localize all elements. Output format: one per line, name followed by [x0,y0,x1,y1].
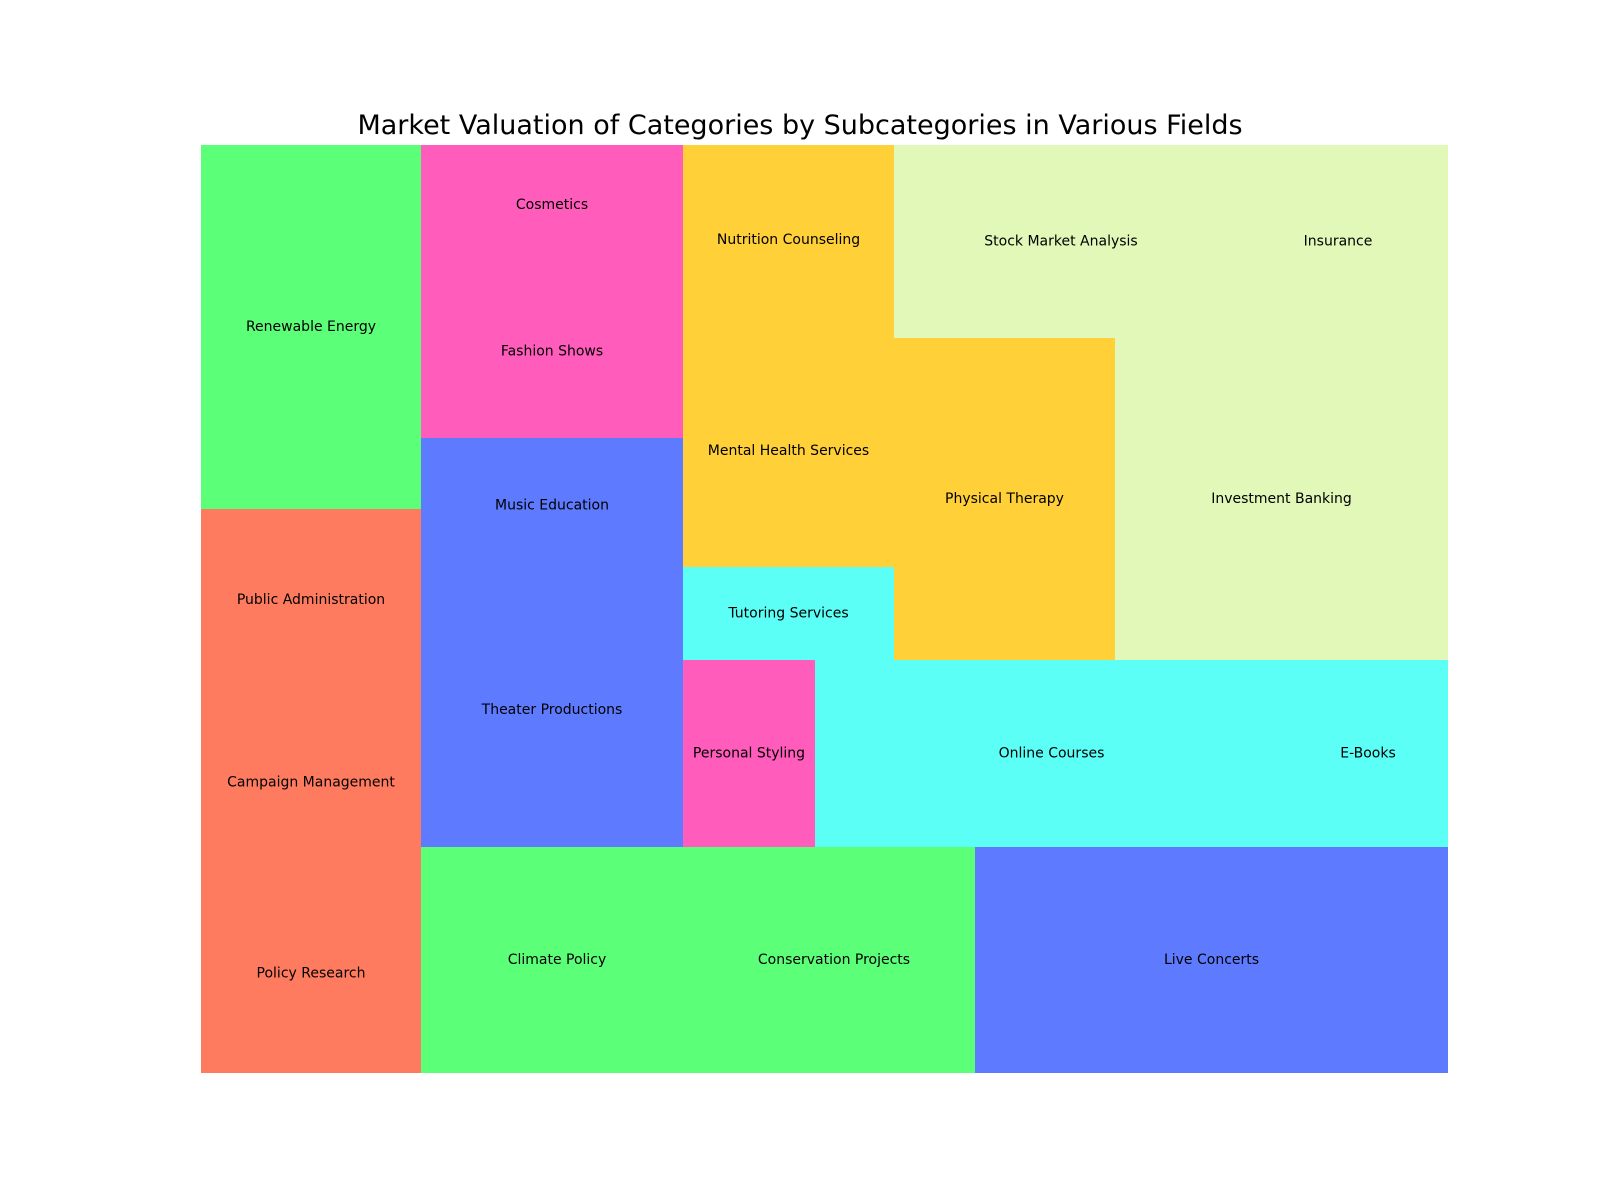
treemap-rect [421,438,683,573]
treemap-label: Investment Banking [1211,491,1352,507]
treemap-rect [683,145,894,335]
treemap-label: Cosmetics [516,197,588,213]
treemap-rect [1288,660,1448,847]
chart-title: Market Valuation of Categories by Subcat… [357,110,1243,141]
treemap-cell-cosmetics: Cosmetics [421,145,683,265]
treemap-cell-renewable-energy: Renewable Energy [201,145,421,509]
treemap-label: Music Education [495,498,609,514]
treemap-cell-live-concerts: Live Concerts [975,847,1448,1073]
treemap-rect [201,691,421,874]
treemap-label: Personal Styling [693,746,805,762]
treemap-cell-conservation-projects: Conservation Projects [693,847,975,1073]
treemap-label: Insurance [1304,234,1373,250]
treemap-cell-insurance: Insurance [1228,145,1448,338]
treemap-cell-physical-therapy: Physical Therapy [894,338,1115,660]
treemap-rect [1228,145,1448,338]
treemap-label: Climate Policy [508,952,607,968]
treemap-label: Nutrition Counseling [717,232,860,248]
treemap-cell-policy-research: Policy Research [201,874,421,1073]
treemap-rect [683,567,894,660]
treemap-cell-tutoring-services: Tutoring Services [683,567,894,660]
treemap-label: Online Courses [999,746,1105,762]
treemap-rect [421,573,683,847]
treemap-rect [815,660,1288,847]
treemap-rect [1115,338,1448,660]
treemap-rect [421,265,683,438]
treemap-label: Conservation Projects [758,952,910,968]
treemap-cell-public-administration: Public Administration [201,509,421,691]
treemap-label: Live Concerts [1164,952,1259,968]
treemap-label: Stock Market Analysis [984,234,1137,250]
treemap-rect [693,847,975,1073]
treemap-label: Campaign Management [227,775,395,791]
treemap-cell-online-courses: Online Courses [815,660,1288,847]
treemap-rect [894,145,1228,338]
treemap-cell-e-books: E-Books [1288,660,1448,847]
treemap-cell-fashion-shows: Fashion Shows [421,265,683,438]
treemap-cell-investment-banking: Investment Banking [1115,338,1448,660]
treemap-label: Policy Research [257,966,366,982]
treemap-rect [201,509,421,691]
treemap-label: Mental Health Services [708,443,869,459]
treemap-cell-nutrition-counseling: Nutrition Counseling [683,145,894,335]
treemap-label: Public Administration [237,592,385,608]
treemap-cell-mental-health-services: Mental Health Services [683,335,894,567]
treemap-rect [421,847,693,1073]
treemap-rect [683,660,815,847]
treemap-cell-music-education: Music Education [421,438,683,573]
treemap-label: E-Books [1340,746,1396,762]
treemap-rect [975,847,1448,1073]
treemap-cell-personal-styling: Personal Styling [683,660,815,847]
treemap-label: Tutoring Services [727,606,848,622]
treemap-cell-campaign-management: Campaign Management [201,691,421,874]
treemap-label: Physical Therapy [945,491,1064,507]
treemap-rect [894,338,1115,660]
treemap-label: Renewable Energy [246,319,376,335]
treemap-cell-stock-market-analysis: Stock Market Analysis [894,145,1228,338]
treemap-cell-climate-policy: Climate Policy [421,847,693,1073]
treemap-cell-theater-productions: Theater Productions [421,573,683,847]
treemap-rect [683,335,894,567]
treemap-rect [201,145,421,509]
treemap-rect [201,874,421,1073]
treemap-label: Theater Productions [481,702,623,718]
treemap-label: Fashion Shows [501,344,603,360]
treemap-rect [421,145,683,265]
